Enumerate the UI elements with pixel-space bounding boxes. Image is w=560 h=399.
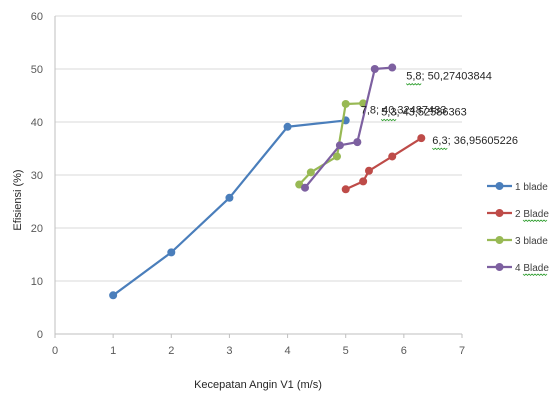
y-tick-label: 0 — [37, 329, 43, 341]
y-tick-label: 20 — [31, 223, 43, 235]
spellcheck-squiggle — [405, 83, 422, 86]
data-point-1-blade — [283, 122, 292, 131]
x-tick-label: 2 — [168, 345, 174, 357]
x-axis-title: Kecepatan Angin V1 (m/s) — [194, 379, 322, 391]
data-point-2-blade — [341, 185, 350, 194]
data-label: 6,3; 36,95605226 — [432, 135, 518, 147]
data-label: 7,8; 40,32487483 — [361, 104, 447, 116]
data-point-3-blade — [332, 152, 341, 161]
series-line-4-blade — [304, 66, 393, 189]
y-tick-label: 60 — [31, 11, 43, 23]
x-tick-label: 7 — [459, 345, 465, 357]
data-point-2-blade — [359, 177, 368, 186]
data-point-1-blade — [167, 248, 176, 257]
y-tick-labels: 0 10 20 30 40 50 60 — [31, 11, 43, 341]
y-tick-label: 50 — [31, 64, 43, 76]
x-tick-label: 1 — [110, 345, 116, 357]
x-tick-label: 0 — [52, 345, 58, 357]
data-point-4-blade — [335, 141, 344, 150]
legend-label-2-blade: 2 Blade — [515, 209, 549, 220]
x-tick-labels: 0 1 2 3 4 5 6 7 — [52, 334, 465, 357]
axes — [54, 16, 462, 335]
x-tick-label: 5 — [343, 345, 349, 357]
data-point-3-blade — [341, 99, 350, 108]
y-tick-label: 10 — [31, 276, 43, 288]
data-point-1-blade — [109, 291, 118, 300]
data-label: 5,8; 50,27403844 — [406, 71, 492, 83]
spellcheck-squiggle — [432, 147, 448, 151]
data-point-2-blade — [364, 166, 373, 175]
legend-marker-4-blade — [495, 263, 504, 271]
data-point-4-blade — [370, 65, 379, 73]
y-tick-label: 40 — [31, 117, 43, 129]
data-point-4-blade — [388, 63, 397, 72]
spellcheck-squiggle — [380, 118, 397, 122]
x-tick-label: 4 — [285, 345, 291, 357]
legend-label-4-blade: 4 Blade — [515, 263, 549, 274]
legend-label-1-blade: 1 blade — [515, 182, 548, 193]
legend-label-3-blade: 3 blade — [515, 236, 548, 247]
gridlines — [55, 15, 462, 282]
data-label: 5,3; 43,52586363 — [381, 106, 467, 118]
series-line-1-blade — [112, 119, 346, 297]
series-lines — [109, 63, 426, 300]
y-tick-label: 30 — [31, 170, 43, 182]
legend-marker-3-blade — [495, 236, 504, 244]
legend-marker-2-blade — [495, 209, 504, 217]
data-point-1-blade — [225, 193, 234, 202]
legend: 1 blade 2 Blade 3 blade 4 Blade — [487, 182, 549, 276]
legend-marker-1-blade — [495, 182, 504, 190]
x-tick-label: 3 — [226, 345, 232, 357]
y-axis-title: Efisiensi (%) — [12, 169, 24, 230]
spellcheck-squiggle — [522, 219, 548, 222]
x-tick-label: 6 — [401, 345, 407, 357]
data-point-2-blade — [417, 134, 426, 143]
spellcheck-squiggle — [522, 273, 548, 276]
data-point-4-blade — [353, 138, 362, 147]
data-point-2-blade — [388, 152, 397, 161]
data-point-3-blade — [306, 168, 315, 177]
data-point-4-blade — [301, 183, 310, 192]
